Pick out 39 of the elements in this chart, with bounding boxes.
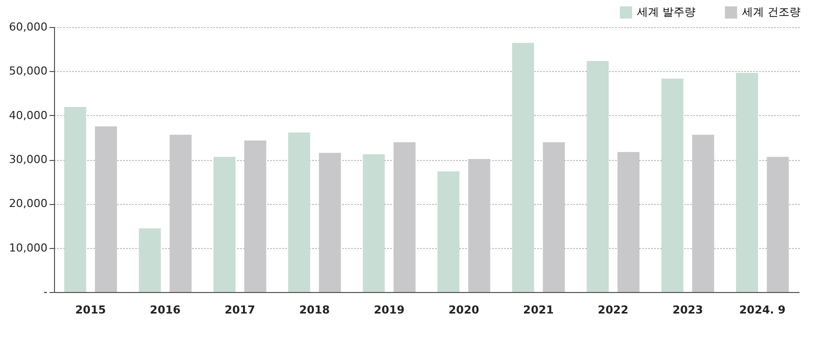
bar (586, 61, 609, 292)
bar (362, 154, 385, 292)
x-tick-label: 2017 (224, 304, 256, 316)
y-tick-label: 60,000 (9, 20, 48, 34)
legend-label: 세계 건조량 (742, 5, 800, 18)
bar (394, 142, 416, 292)
y-tick-label: - (44, 286, 48, 298)
bar (94, 126, 117, 292)
bar (288, 132, 310, 292)
legend-label: 세계 발주량 (637, 5, 696, 18)
bar (437, 171, 460, 292)
bar (736, 72, 758, 292)
x-tick-label: 2023 (672, 304, 704, 316)
bar (618, 152, 640, 292)
bar (244, 140, 266, 292)
x-tick-label: 2021 (523, 304, 554, 316)
x-tick-label: 2022 (598, 304, 628, 316)
bar (468, 159, 490, 292)
bar (661, 78, 684, 292)
bar (318, 152, 341, 292)
y-tick-label: 10,000 (9, 241, 48, 254)
y-tick-label: 20,000 (9, 197, 48, 210)
bar (64, 106, 86, 292)
x-tick-label: 2015 (75, 304, 106, 316)
y-tick-label: 50,000 (9, 64, 48, 78)
x-tick-label: 2016 (150, 304, 181, 316)
bar (542, 142, 565, 292)
bar (512, 42, 534, 292)
bar (766, 156, 789, 292)
y-tick-label: 40,000 (9, 108, 48, 122)
x-tick-label: 2019 (374, 304, 404, 316)
bar (213, 156, 236, 292)
bar (692, 134, 714, 292)
y-tick-label: 30,000 (9, 153, 48, 166)
x-tick-label: 2020 (448, 304, 480, 316)
x-tick-label: 2024. 9 (739, 304, 786, 316)
bar (170, 134, 192, 292)
bar (138, 228, 161, 292)
x-tick-label: 2018 (299, 304, 330, 316)
